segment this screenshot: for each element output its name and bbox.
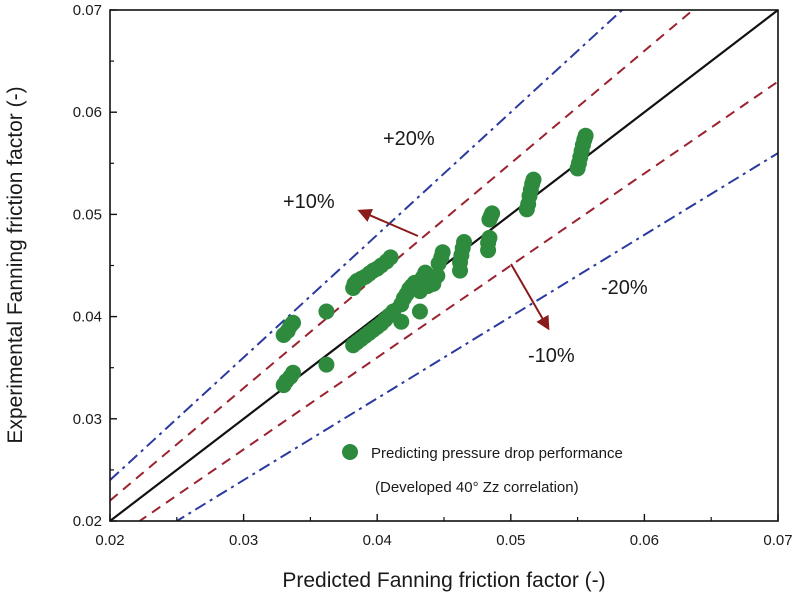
x-axis-title: Predicted Fanning friction factor (-) [282, 569, 605, 592]
data-point [417, 264, 434, 281]
y-tick-label: 0.05 [73, 206, 102, 223]
y-tick-label: 0.03 [73, 411, 102, 428]
x-tick-label: 0.02 [95, 532, 124, 549]
reference-line-+10% [110, 10, 695, 502]
data-point [434, 244, 451, 261]
arrow-upper [357, 209, 419, 237]
x-tick-label: 0.04 [363, 532, 392, 549]
data-point [484, 205, 501, 222]
data-point [411, 303, 428, 320]
reference-lines [110, 10, 778, 521]
y-tick-label: 0.06 [73, 104, 102, 121]
x-tick-label: 0.06 [630, 532, 659, 549]
x-tick-label: 0.05 [496, 532, 525, 549]
data-point [525, 171, 542, 188]
data-point [285, 314, 302, 331]
y-axis-title: Experimental Fanning friction factor (-) [4, 86, 27, 443]
plus10-label: +10% [283, 191, 335, 213]
legend: Predicting pressure drop performance (De… [342, 444, 623, 496]
legend-line-1: Predicting pressure drop performance [371, 445, 623, 462]
x-tick-label: 0.07 [763, 532, 792, 549]
y-tick-label: 0.07 [73, 2, 102, 19]
data-point [456, 233, 473, 250]
data-point [285, 364, 302, 381]
reference-line-+20% [110, 10, 624, 481]
data-point [318, 303, 335, 320]
y-tick-label: 0.02 [73, 513, 102, 530]
legend-marker [342, 444, 358, 460]
data-point [481, 229, 498, 246]
minus20-label: -20% [601, 277, 648, 299]
data-point [393, 313, 410, 330]
reference-line--10% [137, 80, 778, 521]
legend-line-2: (Developed 40° Zz correlation) [375, 479, 579, 496]
data-point [382, 249, 399, 266]
data-point [429, 267, 446, 284]
minus10-label: -10% [528, 345, 575, 367]
arrow-lower [510, 263, 550, 331]
plus20-label: +20% [383, 128, 435, 150]
x-tick-label: 0.03 [229, 532, 258, 549]
data-point [577, 127, 594, 144]
data-points [275, 127, 594, 394]
y-tick-label: 0.04 [73, 309, 102, 326]
reference-line--20% [174, 152, 778, 521]
data-point [318, 356, 335, 373]
axis-ticks: 0.02 0.03 0.04 0.05 0.06 0.07 0.02 0.03 0.04 0.05… [73, 2, 793, 549]
